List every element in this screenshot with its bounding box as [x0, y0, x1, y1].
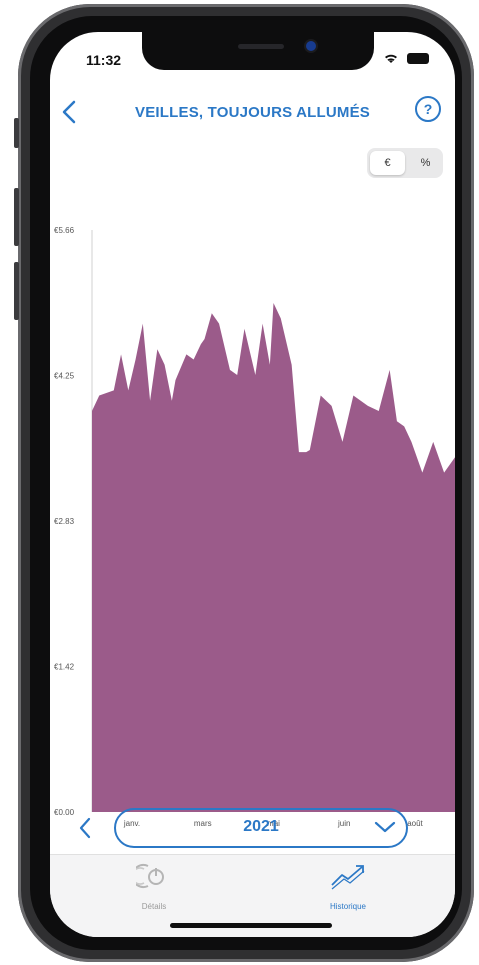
y-tick-label: €5.66 [54, 226, 75, 235]
status-icons [383, 52, 429, 64]
status-time: 11:32 [86, 52, 122, 68]
side-button-silent [14, 118, 19, 148]
x-tick-label: mars [194, 819, 212, 828]
x-tick-label: juin [337, 819, 350, 828]
wifi-icon [385, 54, 397, 63]
year-label: 2021 [243, 818, 279, 835]
year-selector-row: 2021 [50, 808, 455, 848]
chart-trend-icon [331, 865, 365, 890]
speaker [238, 44, 284, 49]
y-tick-label: €1.42 [54, 663, 75, 672]
y-tick-label: €4.25 [54, 372, 75, 381]
side-button-volume-down [14, 262, 19, 320]
power-standby-icon [131, 864, 164, 888]
unit-toggle[interactable]: € % [367, 148, 443, 178]
camera [306, 41, 316, 51]
chevron-down-icon [374, 821, 396, 833]
unit-percent-option[interactable]: % [420, 157, 431, 169]
tab-details-label: Détails [141, 902, 167, 911]
battery-icon [407, 52, 429, 64]
page-title: VEILLES, TOUJOURS ALLUMÉS [134, 104, 371, 121]
x-tick-label: août [407, 819, 423, 828]
unit-euro-option[interactable]: € [370, 151, 405, 175]
y-tick-label: €0.00 [54, 808, 75, 817]
tab-history[interactable]: Historique [278, 861, 418, 911]
year-dropdown[interactable]: 2021 [114, 808, 408, 848]
tab-history-label: Historique [329, 902, 366, 911]
history-chart: €5.66 €4.25 €2.83 €1.42 €0.00 janv. mars mai jui… [50, 192, 455, 832]
x-tick-label: mai [267, 819, 280, 828]
home-indicator [170, 923, 332, 928]
app-screen: 11:32 VEILLES, TOUJOURS ALLUMÉS ? € % €5… [50, 32, 455, 937]
side-button-volume-up [14, 188, 19, 246]
previous-year-chevron-icon[interactable] [78, 816, 92, 840]
back-chevron-icon[interactable] [60, 98, 78, 126]
area-series [92, 303, 455, 812]
tab-bar: Détails Historique [50, 854, 455, 937]
y-tick-label: €2.83 [54, 517, 75, 526]
help-icon[interactable]: ? [415, 96, 441, 122]
notch [142, 32, 374, 70]
tab-details[interactable]: Détails [84, 861, 224, 911]
